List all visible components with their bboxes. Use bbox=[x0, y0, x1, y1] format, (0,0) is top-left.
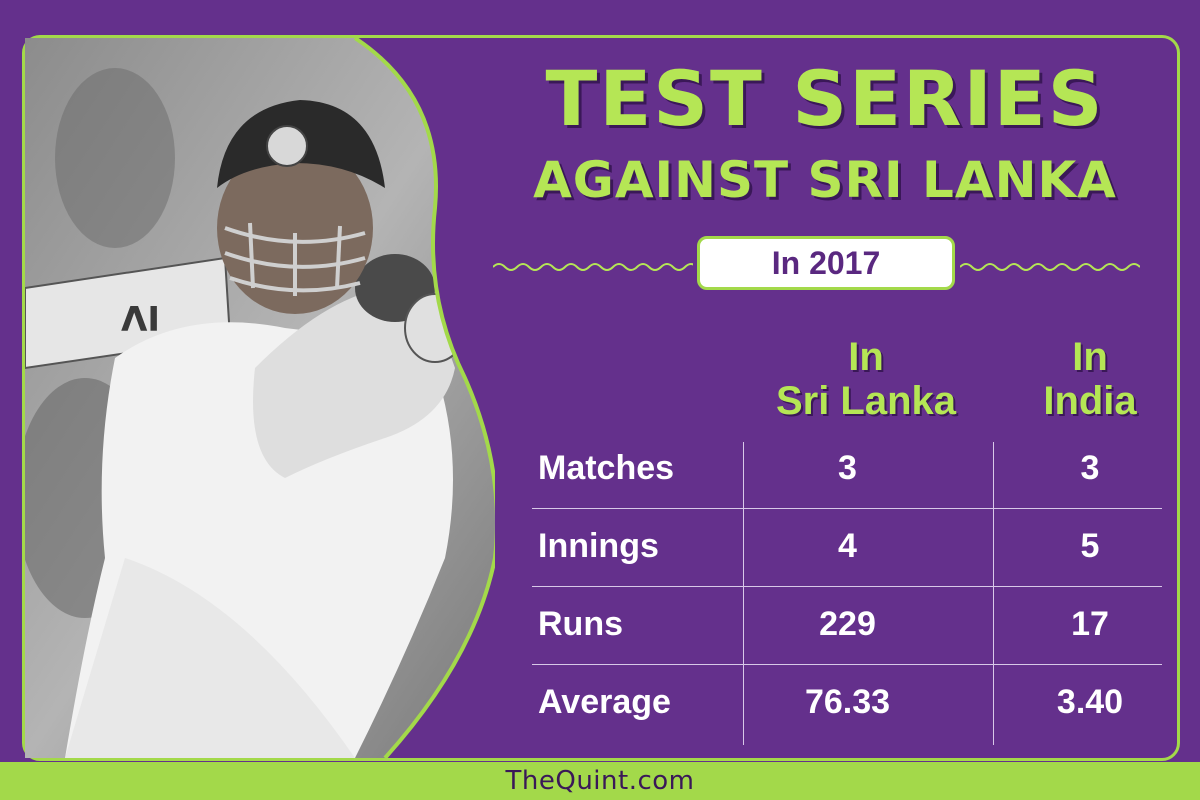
column-header-line2: Sri Lanka bbox=[775, 379, 957, 423]
table-divider-vertical bbox=[743, 442, 744, 745]
brand-logo: TheQuint.com bbox=[505, 766, 695, 796]
title-line-1: TEST SERIES bbox=[545, 54, 1105, 143]
cell-matches-sri-lanka: 3 bbox=[838, 449, 857, 487]
cell-runs-sri-lanka: 229 bbox=[819, 605, 876, 643]
cell-average-sri-lanka: 76.33 bbox=[804, 683, 891, 721]
wave-divider-right bbox=[960, 263, 1140, 271]
cell-matches-india: 3 bbox=[1080, 449, 1100, 487]
row-label-matches: Matches bbox=[538, 449, 675, 487]
cell-innings-sri-lanka: 4 bbox=[838, 527, 857, 565]
svg-text:IV: IV bbox=[120, 297, 160, 337]
batsman-photo: IV bbox=[25, 38, 495, 758]
column-header-line2: India bbox=[1043, 379, 1137, 423]
cell-average-india: 3.40 bbox=[1056, 683, 1124, 721]
cell-innings-india: 5 bbox=[1080, 527, 1100, 565]
column-header-line1: In bbox=[848, 335, 884, 379]
table-divider-vertical bbox=[993, 442, 994, 745]
column-header-sri-lanka: In Sri Lanka bbox=[740, 335, 992, 423]
table-divider-horizontal bbox=[532, 664, 1162, 665]
wave-divider-left bbox=[493, 263, 693, 271]
row-label-runs: Runs bbox=[538, 605, 623, 643]
year-badge: In 2017 bbox=[697, 236, 955, 290]
column-header-india: In India bbox=[995, 335, 1185, 423]
cell-runs-india: 17 bbox=[1071, 605, 1109, 643]
table-divider-horizontal bbox=[532, 508, 1162, 509]
column-header-line1: In bbox=[1072, 335, 1108, 379]
row-label-average: Average bbox=[538, 683, 671, 721]
table-divider-horizontal bbox=[532, 586, 1162, 587]
row-label-innings: Innings bbox=[538, 527, 659, 565]
title-line-2: AGAINST SRI LANKA bbox=[533, 151, 1117, 209]
footer-bar: TheQuint.com bbox=[0, 762, 1200, 800]
